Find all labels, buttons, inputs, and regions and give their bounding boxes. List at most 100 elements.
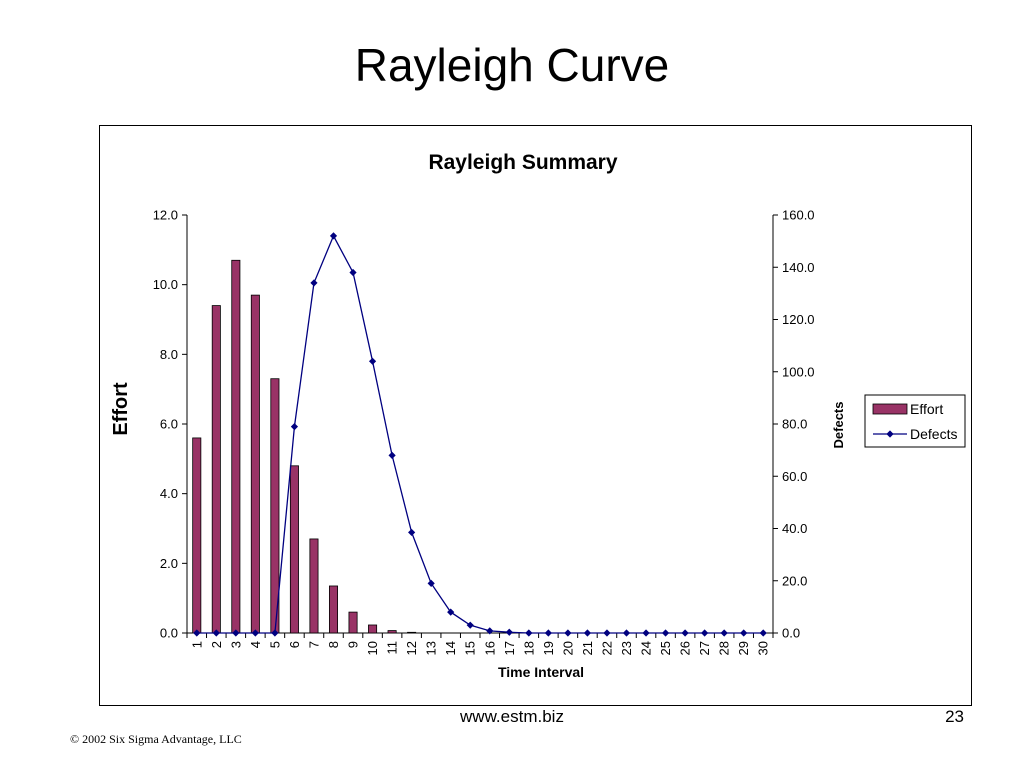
- x-axis-label: Time Interval: [498, 664, 584, 680]
- y-axis-label: Effort: [110, 382, 132, 436]
- effort-bar: [192, 437, 202, 634]
- x-tick-label: 5: [267, 641, 282, 648]
- defects-point: [290, 423, 299, 431]
- defects-point: [232, 629, 240, 637]
- effort-bar: [231, 259, 241, 634]
- x-tick-label: 17: [502, 641, 517, 655]
- x-tick-label: 28: [717, 641, 732, 655]
- defects-point: [681, 629, 689, 637]
- y-tick-label: 8.0: [160, 347, 178, 362]
- legend-effort-label: Effort: [910, 401, 943, 417]
- slide-title: Rayleigh Curve: [354, 39, 670, 91]
- defects-point: [603, 629, 611, 637]
- defects-point: [368, 357, 377, 365]
- legend-defects-marker: [886, 430, 894, 438]
- x-tick-label: 14: [443, 641, 458, 655]
- x-tick-label: 4: [248, 641, 263, 648]
- x-tick-label: 12: [404, 641, 419, 655]
- plot-area: 0.0 2.0 4.0 6.0 8.0 10.0 12.0 0.0 20.0 40.0 60.0 80…: [153, 208, 815, 656]
- x-tick-label: 21: [580, 641, 595, 655]
- defects-point: [701, 629, 709, 637]
- legend: Effort Defects: [864, 394, 966, 448]
- x-tick-label: 20: [560, 641, 575, 655]
- x-tick-label: 8: [326, 641, 341, 648]
- defects-point: [661, 629, 670, 637]
- x-tick-label: 10: [365, 641, 380, 655]
- x-tick-label: 7: [306, 641, 321, 648]
- x-tick-label: 3: [228, 641, 243, 648]
- x-tick-label: 26: [678, 641, 693, 655]
- legend-defects-label: Defects: [910, 426, 957, 442]
- y-tick-label: 4.0: [160, 486, 178, 501]
- effort-bar: [328, 585, 339, 634]
- x-tick-label: 15: [463, 641, 478, 655]
- y2-tick-label: 60.0: [782, 469, 807, 484]
- chart-title: Rayleigh Summary: [428, 151, 617, 174]
- y2-tick-label: 20.0: [782, 573, 807, 588]
- defects-point: [486, 627, 494, 635]
- x-tick-label: 1: [189, 641, 204, 648]
- defects-point: [622, 629, 631, 637]
- effort-bar: [289, 465, 299, 634]
- defects-point: [564, 629, 572, 637]
- chart-frame: [99, 125, 972, 706]
- y-tick-label: 10.0: [153, 277, 178, 292]
- y2-tick-label: 0.0: [782, 626, 800, 641]
- x-tick-label: 24: [639, 641, 654, 655]
- y-tick-label: 12.0: [153, 208, 178, 223]
- effort-bar: [387, 630, 397, 634]
- y2-tick-label: 80.0: [782, 417, 807, 432]
- x-tick-label: 2: [209, 641, 224, 648]
- defects-point: [505, 628, 513, 636]
- effort-bar: [368, 624, 378, 634]
- y2-axis-label: Defects: [831, 402, 846, 449]
- defects-point: [740, 629, 748, 637]
- effort-bar: [270, 378, 280, 634]
- page-number: 23: [945, 707, 964, 726]
- y2-tick-label: 120.0: [782, 312, 815, 327]
- y-tick-label: 2.0: [160, 556, 178, 571]
- defects-point: [388, 451, 396, 459]
- x-tick-label: 11: [385, 641, 400, 655]
- effort-bar: [250, 294, 260, 634]
- defects-point: [408, 528, 416, 537]
- y-tick-label: 0.0: [160, 626, 178, 641]
- x-tick-label: 30: [756, 641, 771, 655]
- defects-point: [720, 629, 728, 637]
- defects-point: [642, 629, 650, 637]
- effort-bar: [309, 538, 319, 634]
- x-tick-label: 22: [599, 641, 614, 655]
- defects-point: [447, 608, 455, 616]
- defects-point: [583, 629, 592, 637]
- y2-tick-label: 140.0: [782, 260, 815, 275]
- x-tick-label: 18: [521, 641, 536, 655]
- rayleigh-summary-chart: Rayleigh Summary Effort Defects Time Int…: [110, 151, 966, 680]
- effort-bar: [407, 631, 417, 634]
- x-tick-label: 9: [346, 641, 361, 648]
- defects-point: [525, 629, 533, 637]
- defects-point: [310, 279, 318, 287]
- website-footer: www.estm.biz: [460, 707, 564, 726]
- x-tick-label: 16: [482, 641, 497, 655]
- defects-point: [544, 629, 552, 637]
- y2-tick-label: 160.0: [782, 208, 815, 223]
- x-tick-label: 13: [424, 641, 439, 655]
- defects-point: [212, 629, 220, 637]
- x-tick-label: 6: [287, 641, 302, 648]
- x-tick-label: 29: [736, 641, 751, 655]
- copyright-notice: © 2002 Six Sigma Advantage, LLC: [70, 732, 242, 746]
- x-tick-label: 23: [619, 641, 634, 655]
- defects-point: [349, 268, 357, 277]
- y-tick-label: 6.0: [160, 417, 178, 432]
- defects-point: [329, 232, 338, 240]
- defects-point: [759, 629, 767, 637]
- y2-tick-label: 40.0: [782, 521, 807, 536]
- defects-point: [193, 629, 201, 637]
- defects-line: [196, 234, 764, 634]
- x-tick-label: 27: [697, 641, 712, 655]
- legend-effort-swatch: [872, 403, 908, 415]
- y2-tick-label: 100.0: [782, 364, 815, 379]
- effort-bar: [348, 611, 358, 634]
- effort-bar: [211, 305, 221, 634]
- defects-point: [466, 621, 474, 629]
